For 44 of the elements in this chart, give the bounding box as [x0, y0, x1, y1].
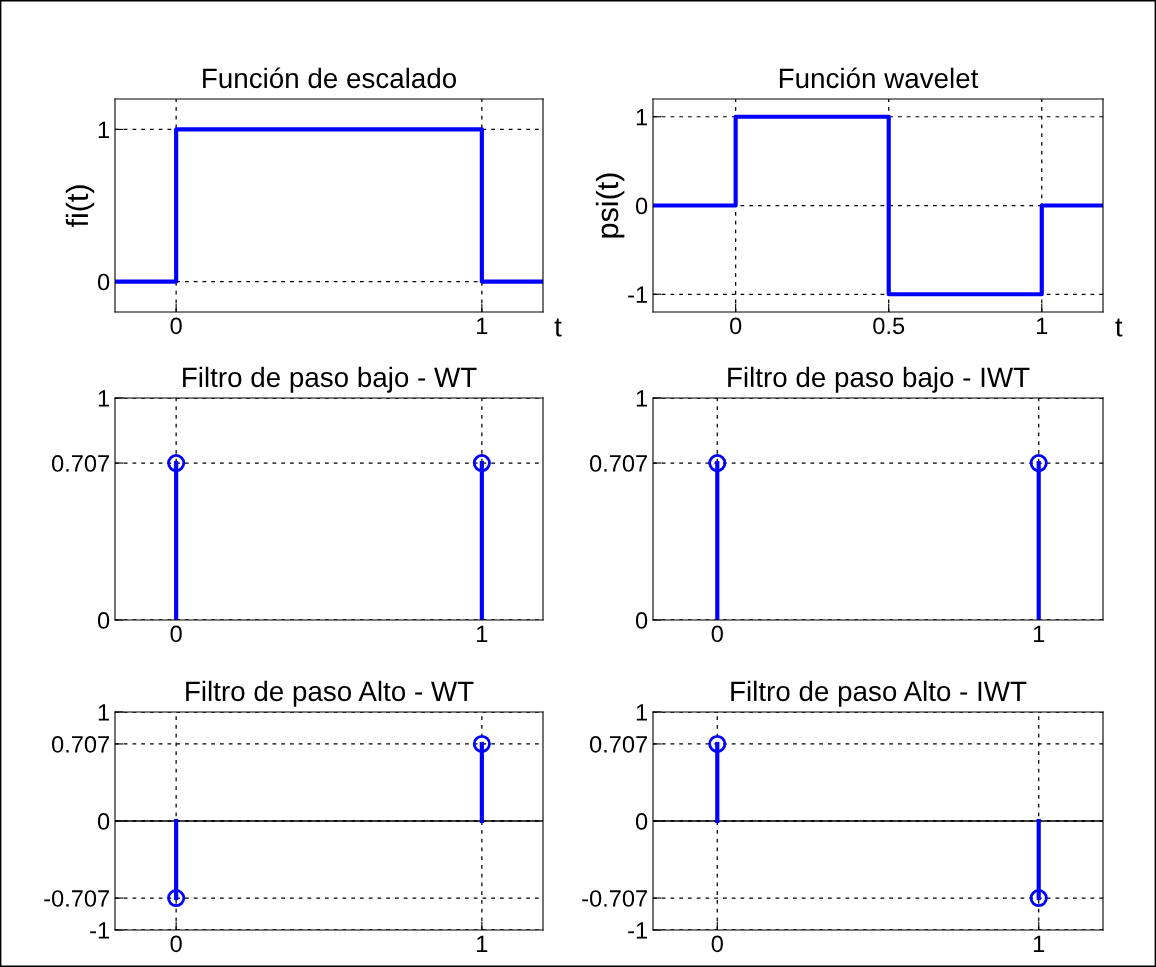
x-axis-title: t — [554, 318, 562, 337]
y-tick-label: 0.707 — [51, 455, 109, 472]
x-tick-label: 1 — [477, 625, 488, 642]
y-tick-label: 1 — [636, 704, 647, 721]
chart-title: Filtro de paso bajo - WT — [183, 366, 477, 393]
x-tick-label: 0 — [170, 317, 182, 335]
y-axis-title: fi(t) — [65, 185, 95, 228]
x-axis-title: t — [1115, 318, 1123, 337]
y-tick-label: -0.707 — [582, 890, 647, 907]
x-tick-label: 0 — [730, 317, 742, 335]
y-axis-title: psi(t) — [595, 173, 625, 238]
x-tick-label: 0.5 — [873, 317, 905, 335]
y-tick-label: 0 — [635, 813, 648, 830]
y-tick-label: 0 — [97, 612, 110, 629]
y-tick-label: 1 — [98, 121, 109, 138]
chart-title: Función de escalado — [203, 67, 457, 89]
y-tick-label: 0 — [635, 197, 648, 215]
x-tick-label: 0 — [170, 625, 182, 643]
x-tick-label: 1 — [477, 317, 488, 334]
y-tick-label: 1 — [98, 390, 109, 407]
y-tick-label: 1 — [98, 704, 109, 721]
x-tick-label: 1 — [1033, 935, 1045, 952]
y-tick-label: 1 — [636, 109, 647, 126]
y-tick-label: -1 — [90, 922, 109, 939]
chart-title: Filtro de paso Alto - WT — [186, 680, 474, 707]
y-tick-label: 0.707 — [51, 736, 109, 753]
y-tick-label: -1 — [628, 922, 647, 939]
y-tick-label: 1 — [636, 390, 647, 407]
x-tick-label: 0 — [711, 625, 723, 643]
x-tick-label: 0 — [170, 935, 182, 953]
y-tick-label: 0.707 — [589, 455, 647, 472]
y-tick-label: 0.707 — [589, 736, 647, 753]
y-tick-label: -1 — [628, 286, 647, 303]
chart-title: Función wavelet — [779, 67, 979, 89]
x-tick-label: 1 — [477, 935, 488, 952]
y-tick-label: 0 — [97, 273, 110, 291]
y-tick-label: 0 — [97, 813, 110, 830]
chart-title: Filtro de paso bajo - IWT — [728, 366, 1030, 393]
x-tick-label: 1 — [1037, 317, 1048, 334]
y-tick-label: 0 — [635, 612, 648, 629]
y-tick-label: -0.707 — [44, 890, 109, 907]
chart-title: Filtro de paso Alto - IWT — [731, 680, 1027, 707]
x-tick-label: 1 — [1033, 625, 1045, 642]
x-tick-label: 0 — [711, 935, 723, 953]
